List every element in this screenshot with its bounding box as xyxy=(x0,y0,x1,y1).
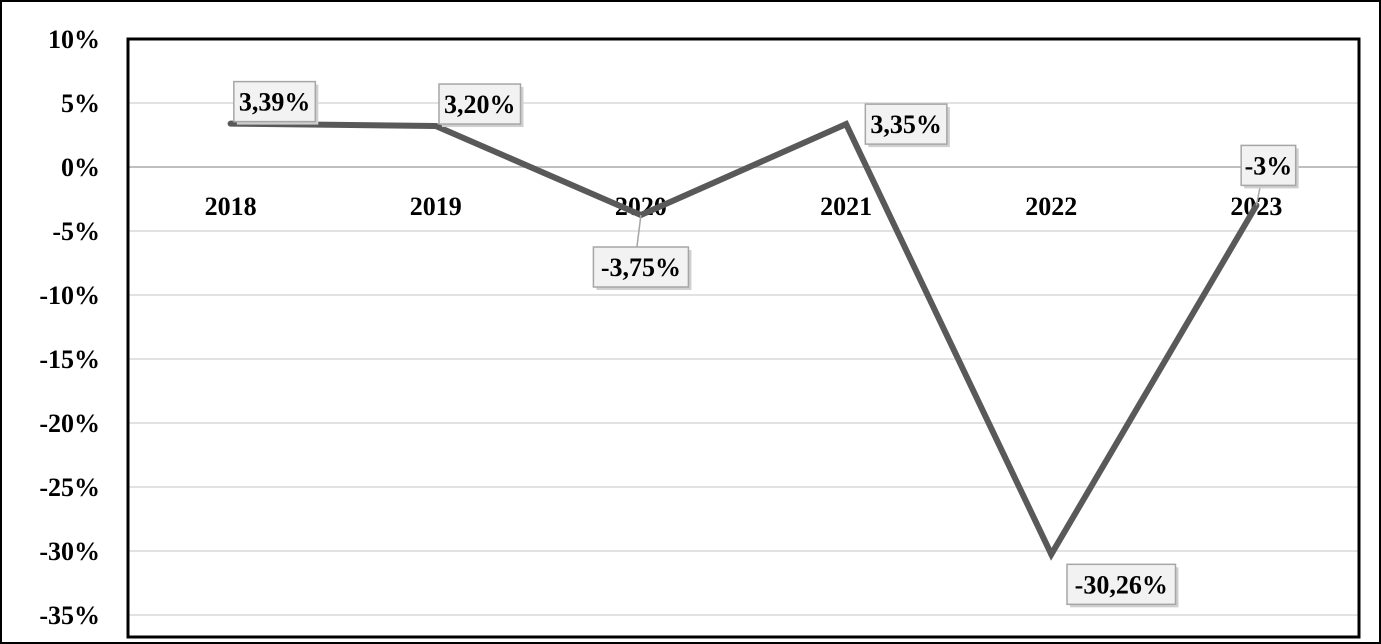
data-label-text: -30,26% xyxy=(1075,570,1168,599)
data-labels: 3,39% 3,20% -3,75% 3,35% -30,26% -3% xyxy=(233,80,1299,608)
y-tick-label: -5% xyxy=(52,217,100,246)
data-label: -3% xyxy=(1240,144,1299,206)
data-label: 3,35% xyxy=(864,103,950,148)
data-point xyxy=(843,121,850,128)
data-label-text: 3,39% xyxy=(239,88,311,117)
y-tick-label: 0% xyxy=(61,153,100,182)
data-label-box xyxy=(592,246,690,288)
x-tick-label: 2018 xyxy=(205,192,257,221)
data-label: 3,39% xyxy=(233,80,319,125)
series-line-group xyxy=(227,120,1260,561)
data-label: 3,20% xyxy=(438,83,524,128)
data-point xyxy=(1048,551,1055,558)
leader-line xyxy=(636,214,642,248)
data-label: -3,75% xyxy=(592,214,692,290)
data-label-text: 3,35% xyxy=(870,110,942,139)
y-tick-label: -35% xyxy=(39,601,100,630)
data-label-box xyxy=(1066,563,1177,606)
data-label-box xyxy=(1240,144,1297,187)
data-label-box xyxy=(438,83,522,125)
plot-frame xyxy=(126,37,1361,639)
y-tick-label: 10% xyxy=(48,25,100,54)
data-label-box xyxy=(233,80,317,123)
x-tick-label: 2022 xyxy=(1025,192,1077,221)
y-tick-label: -15% xyxy=(39,345,100,374)
data-label-text: 3,20% xyxy=(444,90,516,119)
series-line xyxy=(230,120,1259,561)
data-label: -30,26% xyxy=(1066,563,1179,608)
y-tick-label: -20% xyxy=(39,409,100,438)
data-label-text: -3% xyxy=(1245,151,1293,180)
y-axis-ticks: 10% 5% 0% -5% -10% -15% -20% -25% -30% -35% xyxy=(39,25,100,630)
y-tick-label: -30% xyxy=(39,537,100,566)
y-tick-label: -10% xyxy=(39,281,100,310)
data-point xyxy=(227,120,234,127)
y-tick-label: -25% xyxy=(39,473,100,502)
data-point xyxy=(432,123,439,130)
x-tick-label: 2021 xyxy=(820,192,872,221)
x-tick-label: 2019 xyxy=(410,192,462,221)
y-tick-label: 5% xyxy=(61,89,100,118)
leader-line xyxy=(1255,185,1262,206)
data-label-box xyxy=(864,103,948,145)
data-label-text: -3,75% xyxy=(601,253,681,282)
